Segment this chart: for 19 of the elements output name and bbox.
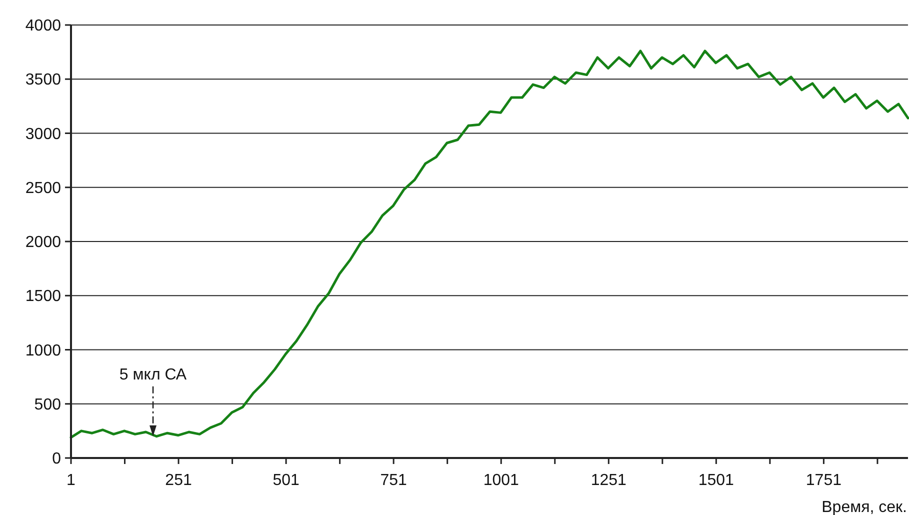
x-tick-label: 501 (272, 472, 300, 489)
x-tick-label: 751 (380, 472, 408, 489)
annotation: 5 мкл СА (119, 366, 187, 384)
y-tick-label: 2500 (25, 180, 62, 197)
y-tick-label: 1500 (25, 288, 62, 306)
x-tick-label: 1 (66, 472, 76, 489)
x-tick-label: 1251 (590, 472, 627, 489)
y-tick-label: 4000 (25, 18, 62, 35)
x-tick-label: 1751 (806, 472, 842, 489)
y-tick-label: 1000 (25, 342, 62, 360)
y-tick-label: 2000 (25, 234, 62, 252)
x-tick-label: 1501 (698, 472, 734, 489)
y-tick-label: 3000 (25, 126, 62, 143)
y-tick-label: 3500 (25, 72, 62, 89)
x-tick-label: 251 (165, 472, 192, 489)
x-axis-title: Время, сек. (822, 499, 907, 515)
x-tick-label: 1001 (483, 472, 520, 489)
y-tick-label: 0 (52, 450, 62, 468)
y-tick-label: 500 (34, 396, 62, 414)
